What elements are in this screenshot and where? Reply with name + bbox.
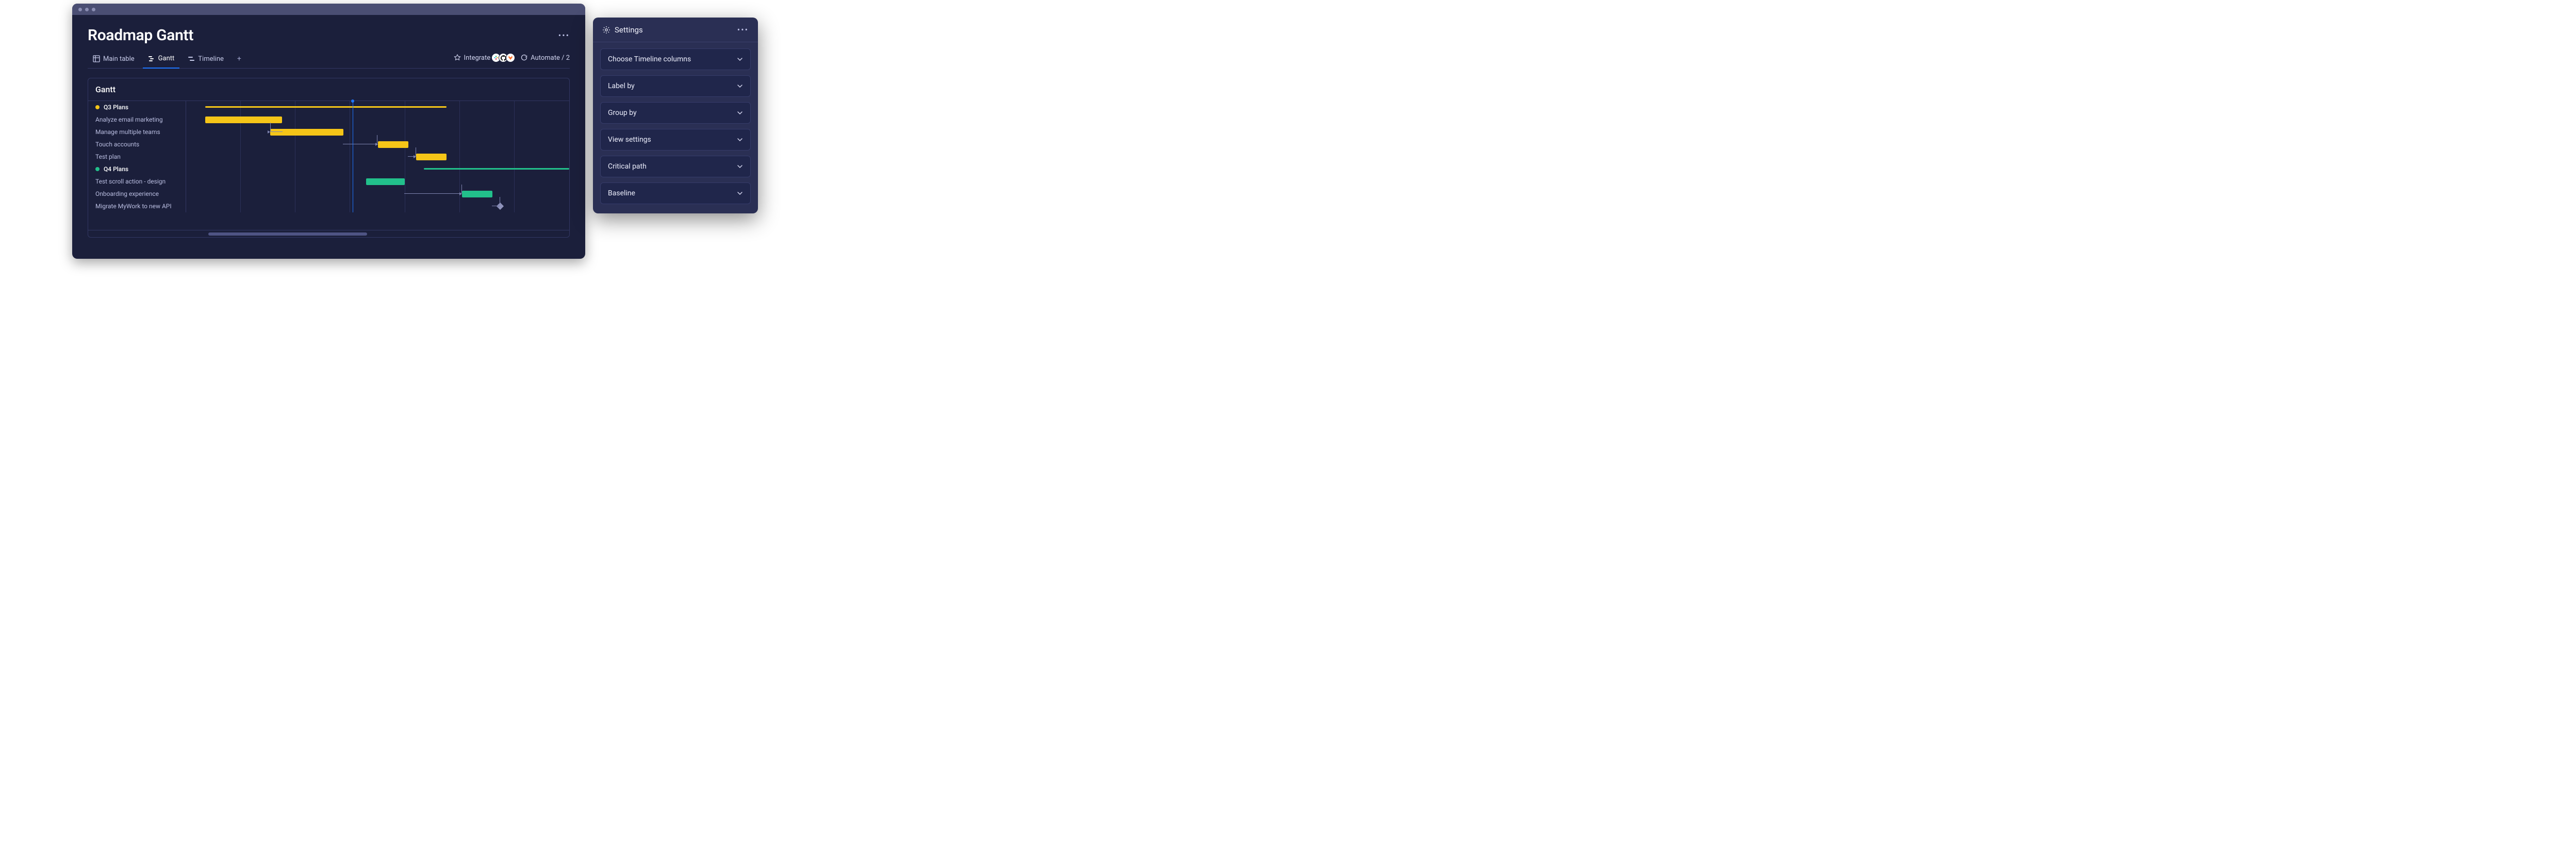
tab-label: Gantt (158, 55, 175, 62)
dependency-arrow-icon (459, 192, 462, 195)
dependency-connector (270, 123, 282, 132)
task-label: Analyze email marketing (88, 113, 186, 126)
task-bar[interactable] (366, 178, 404, 185)
dependency-connector (404, 185, 462, 194)
gitlab-icon (506, 53, 515, 62)
settings-item-label: Critical path (608, 162, 647, 171)
integrate-icon (454, 54, 461, 61)
gantt-bars-layer (186, 101, 569, 212)
task-bar[interactable] (416, 154, 447, 160)
automate-label: Automate / 2 (531, 54, 570, 62)
dependency-arrow-icon (375, 143, 378, 146)
chevron-down-icon (737, 137, 743, 143)
task-label: Migrate MyWork to new API (88, 200, 186, 212)
gear-icon (602, 26, 610, 34)
page-more-button[interactable]: ••• (558, 30, 570, 40)
dependency-arrow-icon (498, 205, 500, 208)
settings-item[interactable]: Label by (600, 75, 751, 97)
task-label: Onboarding experience (88, 188, 186, 200)
dependency-arrow-icon (414, 155, 416, 158)
window-titlebar (72, 4, 585, 15)
chevron-down-icon (737, 110, 743, 116)
traffic-light-dot (85, 8, 89, 11)
settings-item-label: View settings (608, 136, 651, 144)
task-label: Test plan (88, 151, 186, 163)
chevron-down-icon (737, 163, 743, 170)
chevron-down-icon (737, 56, 743, 62)
page-title: Roadmap Gantt (88, 26, 193, 44)
integration-chips (493, 53, 515, 62)
gantt-icon (148, 55, 155, 62)
task-label: Touch accounts (88, 138, 186, 151)
integrate-label: Integrate (464, 54, 491, 62)
settings-item[interactable]: Critical path (600, 156, 751, 177)
settings-panel: Settings ••• Choose Timeline columns Labe… (593, 18, 758, 213)
tab-label: Main table (103, 55, 135, 63)
gantt-panel-title: Gantt (88, 78, 569, 101)
group-header: Q4 Plans (88, 163, 186, 175)
task-label: Test scroll action - design (88, 175, 186, 188)
timeline-icon (188, 55, 195, 62)
gantt-horizontal-scrollbar[interactable] (88, 230, 569, 237)
add-view-button[interactable]: + (232, 52, 246, 68)
gantt-chart-column[interactable] (186, 101, 569, 212)
app-window: Roadmap Gantt ••• Main table Gantt (72, 4, 585, 259)
group-summary-bar (205, 106, 447, 108)
traffic-light-dot (78, 8, 82, 11)
tab-label: Timeline (198, 55, 224, 63)
settings-list: Choose Timeline columns Label by Group by V… (593, 42, 758, 213)
settings-item[interactable]: View settings (600, 129, 751, 151)
settings-title-text: Settings (615, 25, 643, 35)
settings-item-label: Label by (608, 82, 635, 90)
tab-main-table[interactable]: Main table (88, 52, 140, 68)
settings-item-label: Baseline (608, 189, 635, 197)
chevron-down-icon (737, 190, 743, 196)
dependency-arrow-icon (268, 130, 270, 134)
automate-icon (520, 54, 527, 61)
settings-item[interactable]: Group by (600, 102, 751, 124)
task-bar[interactable] (462, 191, 492, 197)
chevron-down-icon (737, 83, 743, 89)
integrate-button[interactable]: Integrate (454, 53, 516, 62)
settings-item[interactable]: Baseline (600, 182, 751, 204)
traffic-light-dot (92, 8, 95, 11)
tab-gantt[interactable]: Gantt (143, 52, 180, 69)
table-icon (93, 55, 100, 62)
task-bar[interactable] (378, 141, 408, 148)
tab-timeline[interactable]: Timeline (183, 52, 229, 68)
view-tabs: Main table Gantt Timeline + (88, 52, 570, 69)
group-header: Q3 Plans (88, 101, 186, 113)
gantt-task-column: Q3 PlansAnalyze email marketingManage mu… (88, 101, 186, 212)
settings-item-label: Group by (608, 109, 637, 117)
settings-more-button[interactable]: ••• (737, 25, 749, 35)
dependency-connector (343, 135, 378, 144)
automate-button[interactable]: Automate / 2 (520, 54, 570, 62)
scrollbar-thumb[interactable] (208, 232, 367, 236)
settings-item[interactable]: Choose Timeline columns (600, 48, 751, 70)
settings-item-label: Choose Timeline columns (608, 55, 691, 63)
task-label: Manage multiple teams (88, 126, 186, 138)
today-marker-icon (351, 99, 354, 103)
gantt-panel: Gantt Q3 PlansAnalyze email marketingMan… (88, 78, 570, 238)
group-summary-bar (424, 168, 569, 170)
